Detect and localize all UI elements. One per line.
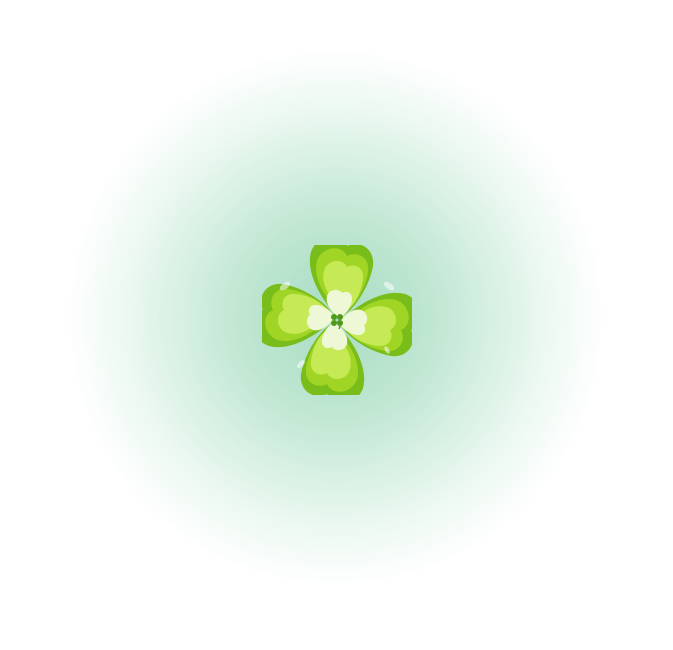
small-clover-icon [331,314,343,330]
gloss-highlights [279,281,395,368]
four-leaf-clover-icon [262,245,412,395]
clover-graphic [262,245,412,395]
